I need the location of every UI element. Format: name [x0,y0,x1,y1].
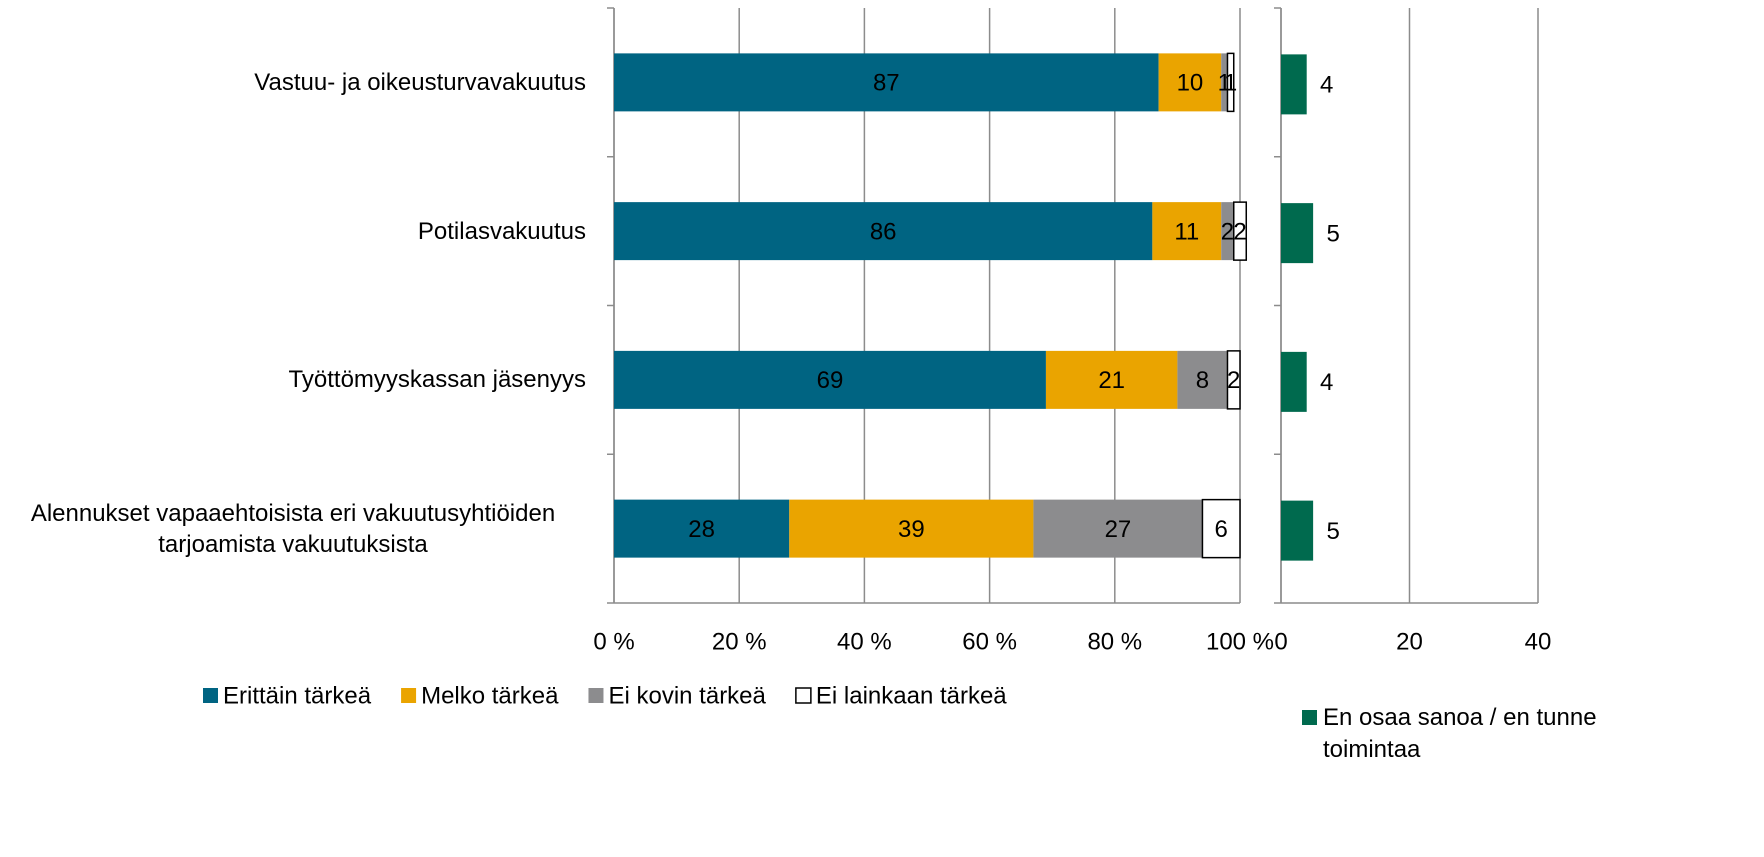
category-label: Potilasvakuutus [418,191,586,271]
data-label: 11 [1174,218,1199,245]
data-label: 39 [898,516,925,543]
bar-segment [614,350,1046,409]
data-label: 2 [1221,218,1234,245]
bar-segment [1226,52,1235,113]
data-label: 8 [1196,367,1209,394]
category-label: Työttömyyskassan jäsenyys [289,340,586,420]
data-label: 5 [1326,220,1339,247]
x-tick-label: 0 % [593,628,634,655]
bar-segment [1177,350,1228,409]
legend-label: Melko tärkeä [421,682,559,709]
data-label: 2 [1227,367,1240,394]
legend-swatch [588,688,604,703]
data-label: 27 [1105,516,1132,543]
category-label: Alennukset vapaaehtoisista eri vakuutusy… [0,489,586,569]
legend-swatch [1302,710,1317,725]
bar-segment [614,53,1159,112]
bar [1281,351,1307,412]
bar-segment [1158,53,1222,112]
legend-label: En osaa sanoa / en tunne toimintaa [1323,704,1597,763]
bar-segment [789,499,1034,558]
bar [1281,203,1314,264]
category-text: Työttömyyskassan jäsenyys [288,366,586,394]
data-label: 6 [1215,516,1228,543]
bar [1281,54,1307,115]
data-label: 10 [1177,70,1204,97]
x-tick-label: 20 [1396,628,1423,655]
bar-segment [1221,53,1228,112]
category-text: Vastuu- ja oikeusturvavakuutus [254,68,586,96]
bar-segment [1033,499,1203,558]
data-label: 4 [1320,369,1333,396]
legend-label: Erittäin tärkeä [223,682,372,709]
data-label: 2 [1233,218,1246,245]
legend-label: Ei lainkaan tärkeä [816,682,1007,709]
x-tick-label: 60 % [962,628,1017,655]
data-label: 86 [870,218,897,245]
data-label: 69 [817,367,844,394]
category-text: Alennukset vapaaehtoisista eri vakuutusy… [30,499,556,558]
data-label: 5 [1326,518,1339,545]
category-label: Vastuu- ja oikeusturvavakuutus [254,42,586,122]
bar-segment [1221,202,1234,261]
x-tick-label: 80 % [1087,628,1142,655]
data-label: 87 [873,70,900,97]
bar-segment [1045,350,1178,409]
legend-swatch [795,687,812,704]
x-tick-label: 40 % [837,628,892,655]
category-text: Potilasvakuutus [417,217,586,245]
data-label: 1 [1224,70,1237,97]
bar-segment [1152,202,1222,261]
x-tick-label: 100 % [1206,628,1274,655]
data-label: 21 [1098,367,1125,394]
legend-label: Ei kovin tärkeä [608,682,766,709]
bar-segment [614,202,1153,261]
legend-swatch [203,688,218,703]
bar [1281,500,1314,561]
x-tick-label: 0 [1274,628,1287,655]
data-label: 4 [1320,72,1333,99]
bar-segment [1201,498,1241,559]
bar-segment [614,499,790,558]
bar-segment [1232,201,1248,261]
data-label: 28 [688,516,715,543]
legend-swatch [401,688,417,703]
bar-segment [1226,350,1241,410]
x-tick-label: 40 [1525,628,1552,655]
x-tick-label: 20 % [712,628,767,655]
